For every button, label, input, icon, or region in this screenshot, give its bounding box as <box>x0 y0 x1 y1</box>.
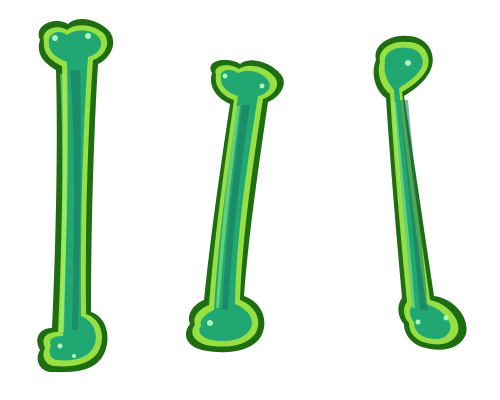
left-bone <box>37 18 114 373</box>
right-bone <box>373 35 467 350</box>
middle-bone <box>186 59 284 353</box>
